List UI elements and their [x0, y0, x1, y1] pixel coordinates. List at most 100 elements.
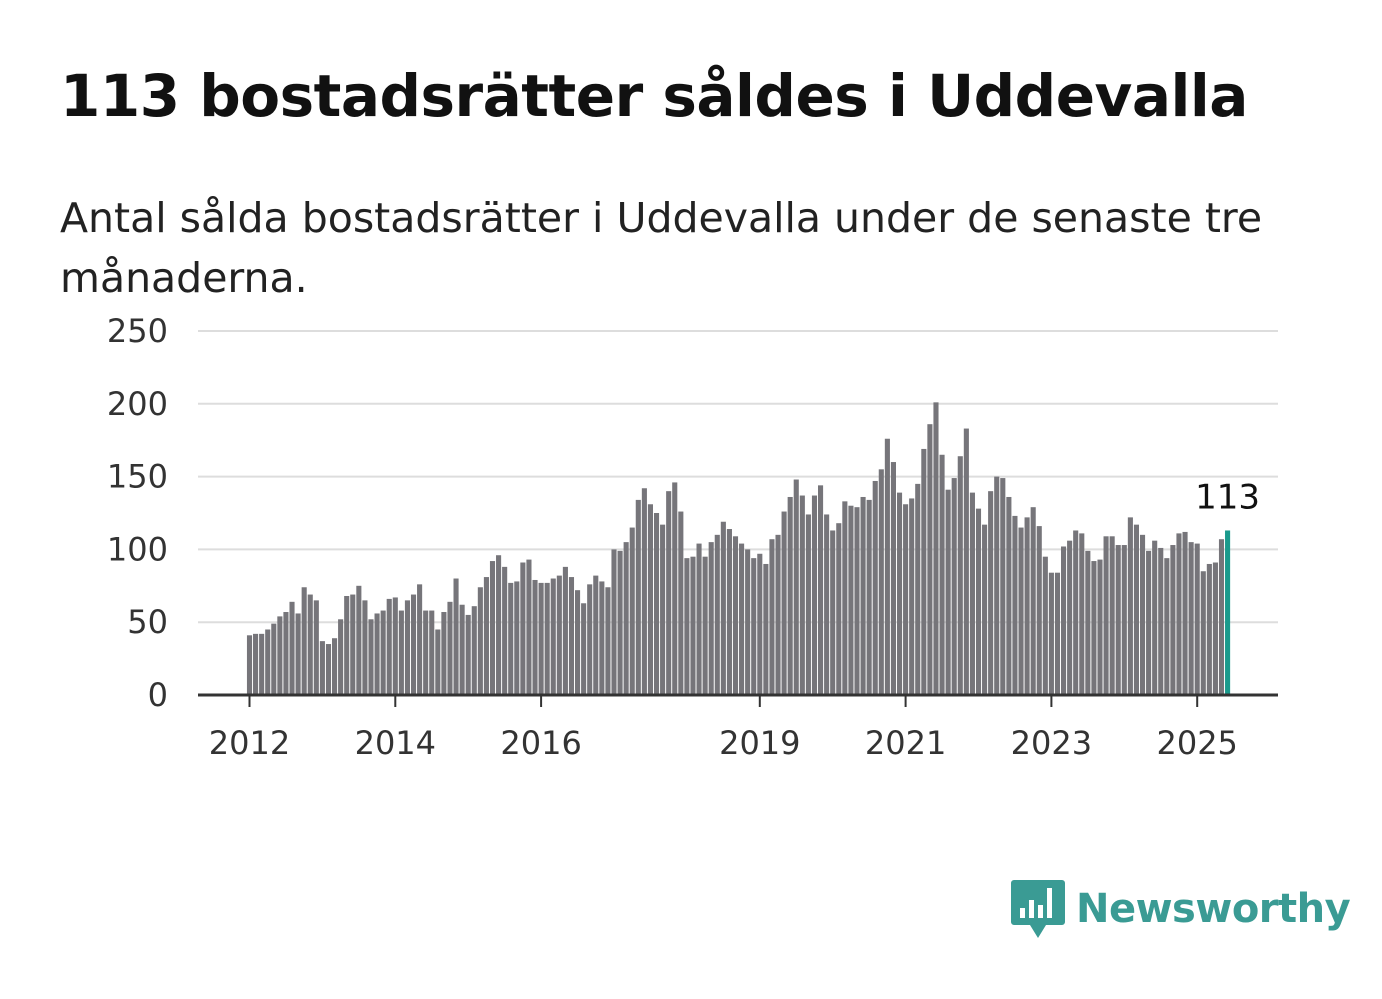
bar — [848, 505, 854, 695]
bar — [423, 610, 429, 695]
bar — [508, 582, 514, 695]
bar — [799, 495, 805, 695]
bar — [350, 594, 356, 695]
bar — [1212, 562, 1218, 695]
y-tick-label: 200 — [107, 385, 168, 423]
bar — [1030, 507, 1036, 695]
bar — [374, 613, 380, 695]
bar — [1024, 517, 1030, 695]
bar — [380, 610, 386, 695]
bar — [489, 561, 496, 695]
bar — [872, 480, 878, 695]
bar — [739, 543, 745, 695]
bar — [1218, 539, 1225, 695]
bar — [332, 638, 338, 695]
bar — [890, 462, 896, 695]
bar — [666, 491, 672, 695]
bar — [805, 514, 811, 695]
bar — [277, 616, 283, 695]
bar — [338, 619, 344, 695]
y-tick-label: 150 — [107, 458, 168, 496]
bar — [526, 559, 532, 695]
bar — [836, 523, 842, 695]
bar — [903, 504, 909, 695]
bar — [362, 600, 368, 695]
bar — [502, 566, 508, 695]
bar — [307, 594, 313, 695]
bar — [884, 438, 890, 695]
bar — [313, 600, 319, 695]
bar — [763, 563, 769, 695]
bar — [441, 612, 447, 695]
bar — [684, 558, 690, 695]
bar — [708, 542, 714, 695]
bar — [1061, 546, 1067, 695]
bar — [556, 575, 562, 695]
bar — [1085, 550, 1091, 695]
x-tick-label: 2021 — [865, 724, 946, 762]
x-tick-label: 2012 — [209, 724, 290, 762]
bar — [301, 587, 307, 695]
bar — [398, 610, 404, 695]
bar — [605, 587, 611, 695]
bar — [660, 524, 666, 695]
bar — [1097, 559, 1103, 695]
bar — [496, 555, 502, 695]
bar — [854, 507, 860, 695]
bar — [447, 601, 453, 695]
bar — [714, 534, 720, 695]
bar — [878, 469, 884, 695]
bar — [532, 579, 538, 695]
bar — [775, 534, 781, 695]
bar — [514, 581, 520, 695]
bar — [386, 598, 392, 695]
bar — [1121, 545, 1127, 695]
bar — [732, 536, 739, 695]
bar — [410, 594, 417, 695]
bar — [1164, 558, 1170, 695]
bar — [1054, 572, 1061, 695]
highlight-value-label: 113 — [1195, 477, 1260, 517]
bar — [830, 530, 836, 695]
bar — [781, 511, 787, 695]
bar — [477, 587, 483, 695]
axes — [198, 693, 1278, 707]
bar — [927, 424, 933, 695]
bar — [344, 595, 350, 695]
bar — [1091, 561, 1097, 695]
bar — [617, 550, 623, 695]
logo-text: Newsworthy — [1076, 886, 1351, 932]
bar — [404, 600, 410, 695]
bar — [896, 492, 903, 695]
bar — [392, 597, 398, 695]
bar — [1018, 527, 1024, 695]
bar — [1170, 545, 1176, 695]
bar — [629, 527, 635, 695]
bar — [641, 488, 647, 695]
bar — [289, 601, 295, 695]
bar — [1158, 547, 1164, 695]
bar — [1079, 533, 1085, 695]
bar — [933, 402, 939, 695]
bar — [702, 556, 708, 695]
bar — [818, 485, 824, 695]
bar — [1048, 572, 1054, 695]
bar — [811, 495, 818, 695]
bar — [1000, 478, 1006, 695]
bar-chart: 0 50 100 150 200 250 2012 2014 2016 2019 2021 2023 2… — [107, 312, 1278, 762]
bar — [726, 529, 732, 695]
bar — [471, 606, 477, 695]
bar — [429, 610, 435, 695]
bar — [963, 428, 969, 695]
bar — [623, 542, 629, 695]
bar — [1115, 545, 1121, 695]
bar — [696, 543, 702, 695]
bar — [265, 629, 271, 695]
bar — [1194, 543, 1200, 695]
bar — [283, 612, 289, 695]
bar — [1200, 571, 1206, 695]
bar — [1109, 536, 1115, 695]
bar — [994, 476, 1000, 695]
bar — [465, 614, 471, 695]
bar — [593, 575, 599, 695]
